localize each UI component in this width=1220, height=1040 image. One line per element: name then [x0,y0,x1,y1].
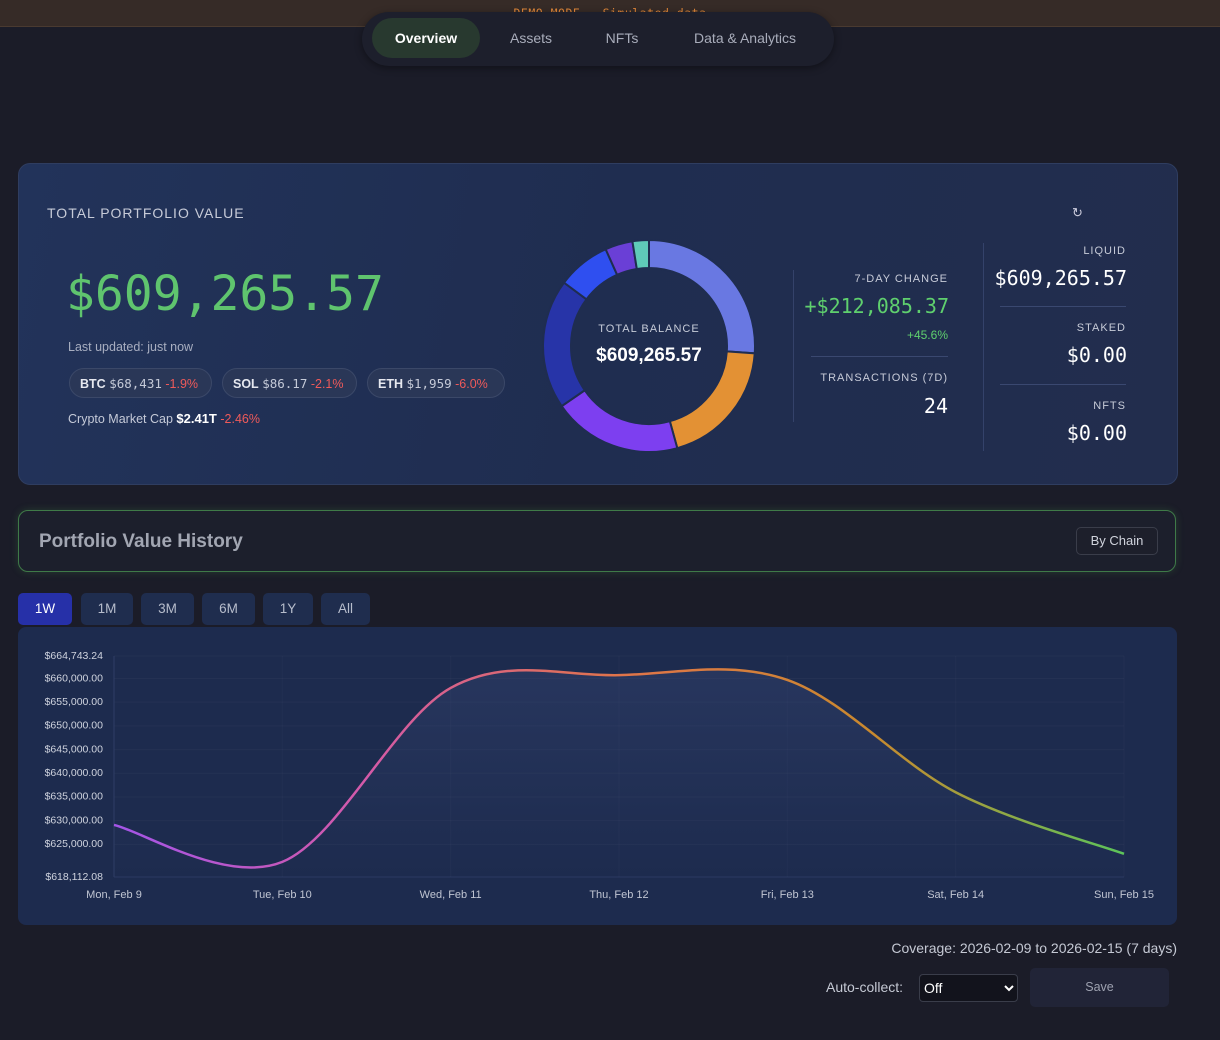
ticker-change: -6.0% [455,377,488,391]
y-tick-label: $655,000.00 [45,696,104,708]
divider [1000,306,1126,307]
divider [1000,384,1126,385]
y-tick-label: $625,000.00 [45,838,104,850]
donut-slice [560,388,679,453]
ticker-symbol: ETH [378,377,403,391]
donut-slice [631,238,650,271]
market-cap-value: $2.41T [176,411,217,426]
divider [793,270,794,422]
y-tick-label: $635,000.00 [45,791,104,803]
ticker-chip: BTC $68,431 -1.9% [69,368,212,398]
divider [811,356,948,357]
nav-bar: Overview Assets NFTs Data & Analytics [362,12,834,66]
coverage: Coverage: 2026-02-09 to 2026-02-15 (7 da… [891,940,1177,956]
x-tick-label: Fri, Feb 13 [761,889,814,901]
breakdown-value: $0.00 [1066,343,1127,367]
ticker-symbol: SOL [233,377,259,391]
total-value: $609,265.57 [66,266,384,322]
x-tick-label: Thu, Feb 12 [589,889,648,901]
stat-value: 24 [923,394,948,418]
breakdown-label: STAKED [1076,322,1126,334]
last-updated: Last updated: just now [68,340,194,354]
card-title: TOTAL PORTFOLIO VALUE [47,205,245,221]
y-tick-label: $630,000.00 [45,814,104,826]
donut-slice [648,238,756,355]
nav-tab[interactable]: NFTs [605,30,639,46]
range-button[interactable]: 1Y [263,593,313,625]
ticker-price: $68,431 [109,376,162,391]
nav-tab[interactable]: Overview [372,18,480,58]
donut-chart: TOTAL BALANCE $609,265.57 [542,238,756,453]
stat-label: 7-DAY CHANGE [854,273,948,285]
market-cap-change: -2.46% [220,412,260,426]
ticker-change: -1.9% [165,377,199,391]
market-cap: Crypto Market Cap $2.41T -2.46% [68,411,260,426]
stat-value: +$212,085.37 [804,294,950,318]
y-tick-label: $618,112.08 [45,871,103,883]
area-fill [114,669,1124,877]
x-tick-label: Sat, Feb 14 [927,889,984,901]
refresh-button[interactable]: ↻ [1072,205,1083,220]
history-title: Portfolio Value History [39,531,243,552]
donut-slice [542,281,588,408]
y-tick-label: $645,000.00 [45,743,104,755]
x-tick-label: Sun, Feb 15 [1094,889,1154,901]
x-tick-label: Tue, Feb 10 [253,889,312,901]
range-button[interactable]: 6M [202,593,255,625]
ticker-change: -2.1% [310,377,344,391]
range-button[interactable]: 1M [81,593,133,625]
y-tick-label: $650,000.00 [45,720,104,732]
stat-percent: +45.6% [906,328,948,342]
by-chain-button[interactable]: By Chain [1076,527,1158,555]
range-button[interactable]: 1W [18,593,72,625]
stat-label: TRANSACTIONS (7D) [820,372,948,384]
value-line [113,668,1125,869]
nav-tab[interactable]: Assets [509,30,552,46]
x-tick-label: Mon, Feb 9 [86,889,142,901]
y-tick-label: $640,000.00 [45,767,104,779]
ticker-chip: SOL $86.17 -2.1% [222,368,357,398]
line-chart: $618,112.08 $625,000.00 $630,000.00 $635,00… [45,650,1154,901]
ticker-price: $1,959 [406,376,452,391]
breakdown-label: LIQUID [1083,245,1126,257]
ticker-chip: ETH $1,959 -6.0% [367,368,505,398]
auto-collect-label: Auto-collect: [826,979,904,995]
breakdown-label: NFTS [1093,400,1126,412]
nav-tab[interactable]: Data & Analytics [694,30,796,46]
donut-center-label: TOTAL BALANCE [598,323,699,335]
auto-collect-select[interactable]: Off [919,974,1018,1002]
range-button[interactable]: 3M [141,593,194,625]
y-tick-label: $660,000.00 [45,672,104,684]
breakdown-value: $0.00 [1066,421,1127,445]
market-cap-label: Crypto Market Cap [68,412,173,426]
ticker-symbol: BTC [80,377,106,391]
donut-center-value: $609,265.57 [596,345,702,366]
save-button[interactable]: Save [1030,968,1169,1007]
ticker-price: $86.17 [262,376,308,391]
divider [983,243,984,451]
history-header [18,510,1176,572]
x-tick-label: Wed, Feb 11 [420,889,482,901]
y-tick-label: $664,743.24 [45,650,104,662]
breakdown-value: $609,265.57 [994,266,1127,290]
range-button[interactable]: All [321,593,370,625]
